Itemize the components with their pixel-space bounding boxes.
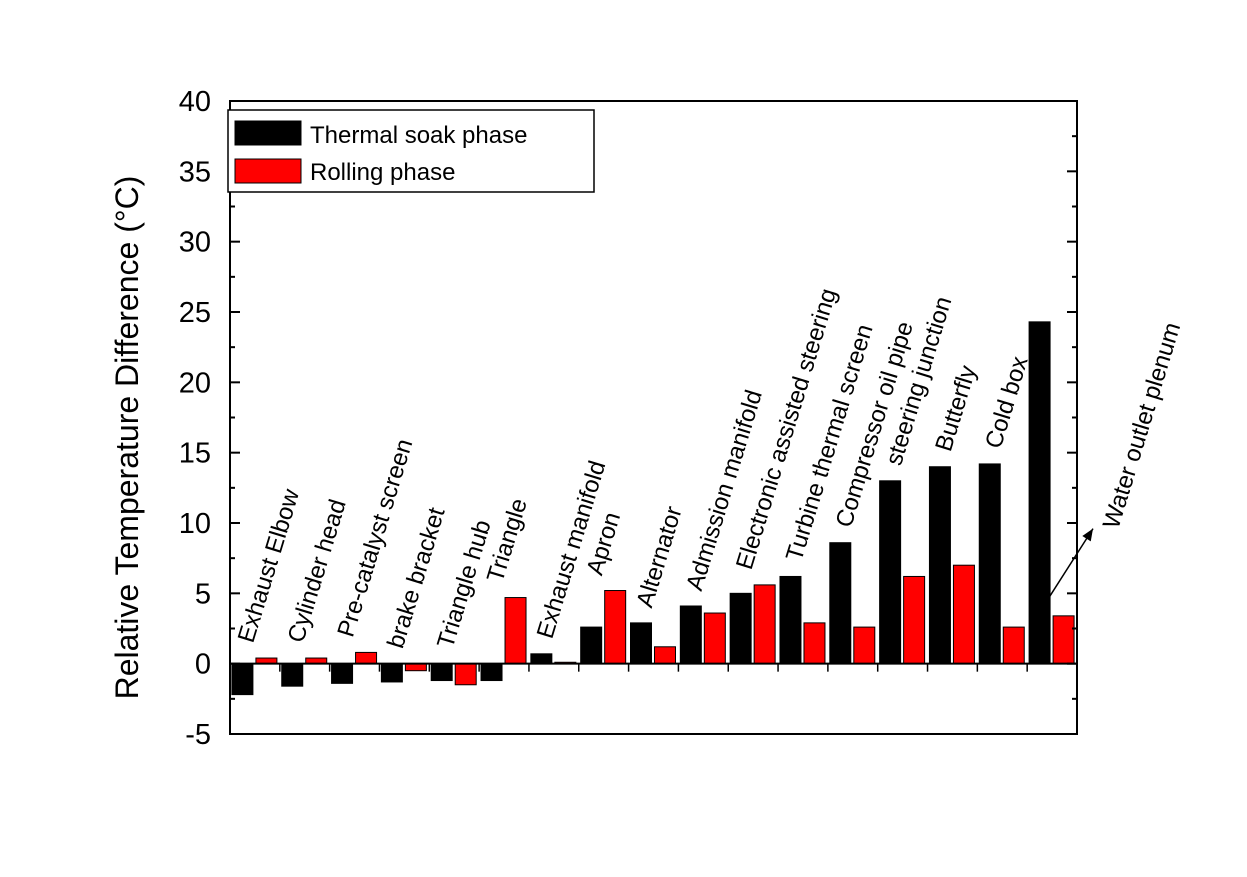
- y-tick-label: 30: [179, 227, 211, 259]
- bar-rolling-phase-water-outlet-plenum: [1052, 615, 1075, 665]
- bar-rolling-phase-triangle: [504, 597, 527, 665]
- annotation-arrowhead: [1082, 528, 1093, 542]
- legend: Thermal soak phase Rolling phase: [227, 109, 595, 193]
- bar-rolling-phase-electronic-assisted-steering: [753, 584, 776, 665]
- bar-thermal-soak-phase-turbine-thermal-screen: [779, 575, 802, 665]
- legend-swatch-thermal-soak: [234, 120, 302, 146]
- bar-thermal-soak-phase-exhaust-manifold: [530, 653, 553, 665]
- bar-thermal-soak-phase-alternator: [630, 622, 652, 665]
- y-tick-label: -5: [185, 719, 211, 751]
- y-axis-title: Relative Temperature Difference (°C): [109, 176, 145, 700]
- bar-thermal-soak-phase-electronic-assisted-steering: [729, 592, 752, 665]
- bar-thermal-soak-phase-steering-junction: [879, 480, 902, 665]
- bar-rolling-phase-triangle-hub: [454, 663, 477, 686]
- y-tick-label: 20: [179, 367, 211, 399]
- y-tick-label: 15: [179, 438, 211, 470]
- bar-thermal-soak-phase-cylinder-head: [281, 663, 304, 687]
- bar-rolling-phase-steering-junction: [903, 575, 926, 665]
- bar-rolling-phase-alternator: [654, 646, 676, 665]
- bar-thermal-soak-phase-exhaust-elbow: [231, 663, 254, 696]
- bar-thermal-soak-phase-triangle: [480, 663, 503, 682]
- bar-rolling-phase-brake-bracket: [404, 663, 427, 672]
- bar-rolling-phase-butterfly: [952, 564, 975, 665]
- annotation-group: Water outlet plenum: [1047, 319, 1186, 600]
- bar-rolling-phase-compressor-oil-pipe: [853, 626, 876, 665]
- bar-thermal-soak-phase-pre-catalyst-screen: [331, 663, 354, 684]
- bar-thermal-soak-phase-apron: [580, 626, 603, 665]
- category-label-butterfly: Butterfly: [930, 362, 982, 454]
- y-tick-label: 0: [195, 649, 211, 681]
- y-tick-label: 5: [195, 578, 211, 610]
- legend-label-rolling: Rolling phase: [310, 159, 455, 186]
- bar-rolling-phase-admission-manifold: [703, 612, 726, 665]
- bars-group: [231, 321, 1075, 696]
- bar-thermal-soak-phase-cold-box: [978, 463, 1001, 665]
- annotation-arrow-line: [1047, 528, 1094, 600]
- bar-rolling-phase-apron: [604, 590, 627, 665]
- y-tick-label: 10: [179, 508, 211, 540]
- y-tick-labels: -5 0 5 10 15 20 25 30 35 40: [179, 86, 211, 751]
- bar-thermal-soak-phase-water-outlet-plenum: [1028, 321, 1051, 665]
- bar-thermal-soak-phase-compressor-oil-pipe: [829, 542, 852, 665]
- bar-thermal-soak-phase-admission-manifold: [679, 605, 702, 665]
- legend-label-thermal-soak: Thermal soak phase: [310, 122, 527, 149]
- bar-thermal-soak-phase-butterfly: [928, 466, 951, 665]
- y-tick-label: 35: [179, 156, 211, 188]
- bar-rolling-phase-cold-box: [1002, 626, 1025, 665]
- bar-thermal-soak-phase-triangle-hub: [430, 663, 453, 682]
- category-label-alternator: Alternator: [631, 503, 687, 610]
- category-label-water-outlet-plenum: Water outlet plenum: [1098, 319, 1186, 531]
- category-label-cold-box: Cold box: [980, 353, 1034, 451]
- legend-swatch-rolling: [234, 158, 302, 184]
- bar-thermal-soak-phase-brake-bracket: [380, 663, 403, 683]
- bar-rolling-phase-pre-catalyst-screen: [355, 651, 378, 665]
- axes-group: [229, 100, 1078, 735]
- y-tick-label: 25: [179, 297, 211, 329]
- y-tick-label: 40: [179, 86, 211, 118]
- bar-rolling-phase-turbine-thermal-screen: [803, 622, 826, 665]
